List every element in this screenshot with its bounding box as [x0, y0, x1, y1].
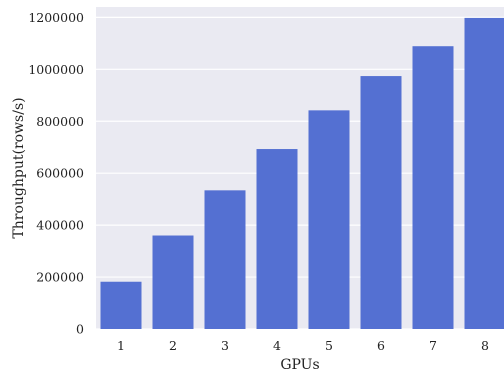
y-axis-label: Throughput(rows/s) [11, 97, 27, 238]
bar-gpu-7 [412, 46, 454, 329]
y-tick-labels: 0 200000 400000 600000 800000 1000000 1200000 [28, 10, 84, 337]
x-tick-label: 7 [429, 338, 437, 353]
y-tick-label: 1200000 [28, 10, 84, 25]
x-axis-label: GPUs [280, 357, 319, 373]
bar-gpu-8 [464, 17, 504, 329]
y-tick-label: 800000 [36, 114, 84, 129]
y-tick-label: 600000 [36, 166, 84, 181]
bar-gpu-4 [256, 149, 298, 329]
y-tick-label: 1000000 [28, 62, 84, 77]
x-tick-label: 6 [377, 338, 385, 353]
bars [100, 17, 504, 330]
x-tick-label: 4 [273, 338, 281, 353]
x-tick-label: 8 [481, 338, 489, 353]
x-tick-label: 2 [169, 338, 177, 353]
x-tick-label: 1 [117, 338, 125, 353]
y-tick-label: 200000 [36, 270, 84, 285]
bar-gpu-6 [360, 76, 402, 330]
bar-gpu-1 [100, 281, 142, 329]
bar-gpu-2 [152, 235, 194, 329]
y-tick-label: 400000 [36, 218, 84, 233]
x-tick-labels: 1 2 3 4 5 6 7 8 [117, 338, 489, 353]
y-tick-label: 0 [76, 322, 84, 337]
bar-gpu-3 [204, 190, 246, 329]
x-tick-label: 3 [221, 338, 229, 353]
x-tick-label: 5 [325, 338, 333, 353]
bar-gpu-5 [308, 110, 350, 329]
